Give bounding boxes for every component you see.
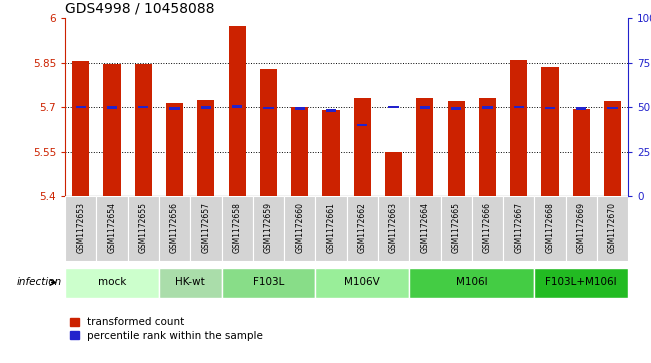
Bar xyxy=(545,107,555,109)
Bar xyxy=(72,61,89,196)
Text: GSM1172669: GSM1172669 xyxy=(577,202,586,253)
Bar xyxy=(576,107,587,110)
Bar xyxy=(96,196,128,261)
Text: GSM1172663: GSM1172663 xyxy=(389,202,398,253)
Bar xyxy=(409,196,441,261)
Bar xyxy=(201,106,211,109)
Text: GSM1172670: GSM1172670 xyxy=(608,202,617,253)
Bar xyxy=(441,196,472,261)
Bar xyxy=(159,269,221,298)
Text: GSM1172660: GSM1172660 xyxy=(296,202,304,253)
Bar xyxy=(326,109,336,112)
Bar xyxy=(447,101,465,196)
Text: GSM1172654: GSM1172654 xyxy=(107,202,117,253)
Bar xyxy=(169,107,180,110)
Bar xyxy=(190,196,221,261)
Bar xyxy=(378,196,409,261)
Bar xyxy=(166,103,183,196)
Bar xyxy=(534,269,628,298)
Bar xyxy=(357,123,367,126)
Text: GSM1172655: GSM1172655 xyxy=(139,202,148,253)
Bar xyxy=(135,64,152,196)
Bar xyxy=(260,69,277,196)
Text: mock: mock xyxy=(98,277,126,287)
Bar xyxy=(389,106,399,109)
Bar xyxy=(566,196,597,261)
Bar xyxy=(65,196,96,261)
Bar xyxy=(322,110,340,196)
Text: M106I: M106I xyxy=(456,277,488,287)
Bar xyxy=(197,100,214,196)
Legend: transformed count, percentile rank within the sample: transformed count, percentile rank withi… xyxy=(70,317,263,340)
Text: GSM1172656: GSM1172656 xyxy=(170,202,179,253)
Text: M106V: M106V xyxy=(344,277,380,287)
Text: infection: infection xyxy=(16,277,62,287)
Bar xyxy=(385,151,402,196)
Text: F103L+M106I: F103L+M106I xyxy=(546,277,617,287)
Bar xyxy=(451,107,462,110)
Bar xyxy=(604,101,621,196)
Text: GSM1172666: GSM1172666 xyxy=(483,202,492,253)
Text: GSM1172661: GSM1172661 xyxy=(327,202,335,253)
Bar xyxy=(420,106,430,109)
Text: GSM1172658: GSM1172658 xyxy=(232,202,242,253)
Bar xyxy=(76,106,86,109)
Bar xyxy=(416,98,434,196)
Bar xyxy=(284,196,315,261)
Text: GSM1172664: GSM1172664 xyxy=(421,202,430,253)
Bar xyxy=(291,107,309,196)
Bar xyxy=(542,67,559,196)
Bar xyxy=(232,106,242,108)
Bar xyxy=(534,196,566,261)
Bar xyxy=(128,196,159,261)
Bar xyxy=(65,269,159,298)
Text: GSM1172665: GSM1172665 xyxy=(452,202,461,253)
Text: GSM1172668: GSM1172668 xyxy=(546,202,555,253)
Bar xyxy=(479,98,496,196)
Text: GSM1172653: GSM1172653 xyxy=(76,202,85,253)
Bar xyxy=(315,196,347,261)
Bar xyxy=(607,107,618,109)
Text: GSM1172667: GSM1172667 xyxy=(514,202,523,253)
Bar xyxy=(159,196,190,261)
Text: GSM1172657: GSM1172657 xyxy=(201,202,210,253)
Bar xyxy=(347,196,378,261)
Bar xyxy=(482,106,493,109)
Text: GDS4998 / 10458088: GDS4998 / 10458088 xyxy=(65,1,215,16)
Bar xyxy=(510,60,527,196)
Text: HK-wt: HK-wt xyxy=(175,277,205,287)
Bar xyxy=(229,25,246,196)
Bar xyxy=(253,196,284,261)
Bar xyxy=(294,107,305,110)
Bar xyxy=(573,109,590,196)
Bar xyxy=(263,107,273,109)
Bar xyxy=(503,196,534,261)
Bar xyxy=(221,196,253,261)
Bar xyxy=(104,64,120,196)
Text: GSM1172659: GSM1172659 xyxy=(264,202,273,253)
Bar xyxy=(221,269,315,298)
Bar xyxy=(472,196,503,261)
Text: F103L: F103L xyxy=(253,277,284,287)
Bar xyxy=(107,106,117,109)
Bar xyxy=(315,269,409,298)
Bar xyxy=(353,98,371,196)
Bar xyxy=(409,269,534,298)
Bar xyxy=(138,106,148,109)
Text: GSM1172662: GSM1172662 xyxy=(358,202,367,253)
Bar xyxy=(514,106,524,109)
Bar xyxy=(597,196,628,261)
